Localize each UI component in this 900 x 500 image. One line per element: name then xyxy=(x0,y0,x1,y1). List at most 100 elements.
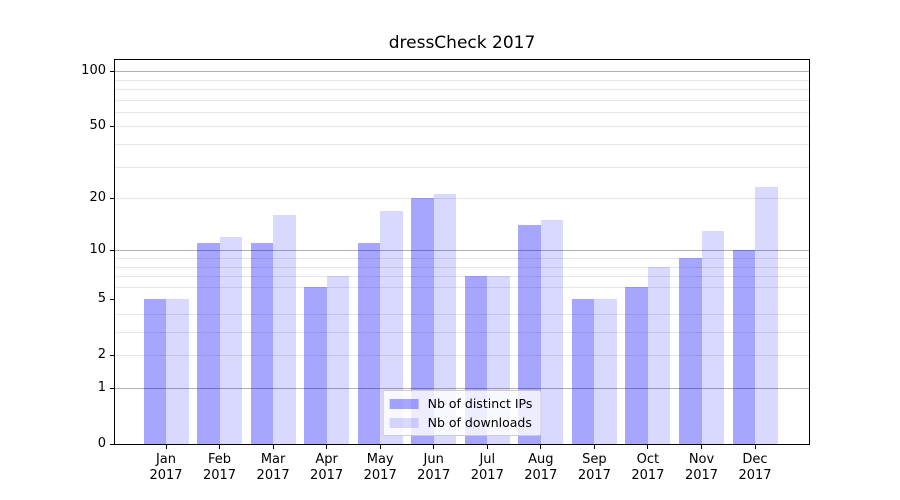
gridline-major xyxy=(115,71,809,73)
x-tick-month: Nov xyxy=(688,452,715,467)
x-tick-label: Sep 2017 xyxy=(562,452,626,483)
gridline-minor xyxy=(115,79,809,81)
x-tick-year: 2017 xyxy=(363,467,397,483)
x-tick-label: Aug 2017 xyxy=(509,452,573,483)
legend-item-distinct-ips: Nb of distinct IPs xyxy=(389,396,533,411)
y-tick-label: 100 xyxy=(81,63,106,79)
x-tick-month: Dec xyxy=(742,452,768,467)
y-tick-mark xyxy=(110,250,114,252)
y-tick-label: 10 xyxy=(89,242,106,258)
plot-area: Nb of distinct IPs Nb of downloads xyxy=(114,59,810,445)
bar-nb-of-distinct-ips-apr xyxy=(304,286,327,444)
x-tick-mark xyxy=(219,445,220,449)
bar-nb-of-downloads-may xyxy=(380,210,403,444)
bar-nb-of-distinct-ips-feb xyxy=(197,243,220,444)
gridline-minor xyxy=(115,99,809,101)
gridline-minor xyxy=(115,266,809,268)
gridline-major xyxy=(115,388,809,389)
x-tick-mark xyxy=(326,445,328,449)
x-tick-year: 2017 xyxy=(470,467,504,483)
y-tick-label: 5 xyxy=(97,291,106,307)
x-tick-mark xyxy=(540,445,542,449)
x-tick-month: Oct xyxy=(636,452,660,467)
x-tick-label: Jan 2017 xyxy=(134,452,198,483)
bar-nb-of-distinct-ips-may xyxy=(357,243,381,444)
x-tick-label: Apr 2017 xyxy=(295,452,359,483)
bar-nb-of-distinct-ips-sep xyxy=(571,299,595,444)
gridline-minor xyxy=(115,314,809,315)
x-tick-mark xyxy=(593,445,595,449)
x-tick-label: Feb 2017 xyxy=(188,452,252,483)
x-tick-year: 2017 xyxy=(524,467,558,483)
gridline-minor xyxy=(115,332,809,333)
gridline-minor xyxy=(115,144,809,145)
bar-nb-of-distinct-ips-jan xyxy=(143,299,166,444)
y-tick-label: 0 xyxy=(97,436,106,451)
x-tick-mark xyxy=(379,445,381,449)
x-tick-year: 2017 xyxy=(417,467,451,483)
x-tick-year: 2017 xyxy=(631,467,665,483)
gridline-minor xyxy=(115,258,809,259)
gridline-minor xyxy=(115,89,809,90)
x-tick-label: Dec 2017 xyxy=(723,452,787,483)
x-tick-month: Jun xyxy=(423,452,444,467)
x-tick-label: Nov 2017 xyxy=(670,452,734,483)
legend-swatch-distinct-ips xyxy=(389,398,419,409)
gridline-minor xyxy=(115,166,809,168)
x-tick-label: Oct 2017 xyxy=(616,452,680,483)
x-tick-year: 2017 xyxy=(577,467,611,483)
gridline-minor xyxy=(115,276,809,277)
bar-nb-of-downloads-apr xyxy=(326,276,350,444)
x-tick-mark xyxy=(272,445,274,449)
x-tick-month: Feb xyxy=(207,452,232,467)
x-tick-month: May xyxy=(366,452,394,467)
legend-swatch-downloads xyxy=(389,417,419,428)
x-tick-month: Jan xyxy=(155,452,177,467)
y-tick-mark xyxy=(110,71,114,73)
bar-nb-of-downloads-nov xyxy=(701,230,724,444)
y-tick-mark xyxy=(110,388,114,389)
legend-label-distinct-ips: Nb of distinct IPs xyxy=(427,396,533,411)
bar-nb-of-distinct-ips-jun xyxy=(411,198,434,444)
bar-nb-of-downloads-aug xyxy=(540,220,564,444)
y-tick-mark xyxy=(110,444,114,445)
x-tick-label: Jun 2017 xyxy=(402,452,466,483)
bar-nb-of-downloads-oct xyxy=(647,266,671,444)
x-tick-month: Jul xyxy=(479,452,496,467)
chart-title: dressCheck 2017 xyxy=(388,33,536,53)
bar-nb-of-distinct-ips-aug xyxy=(518,225,541,444)
x-tick-mark xyxy=(486,445,488,449)
bar-nb-of-distinct-ips-dec xyxy=(732,250,755,444)
bar-nb-of-downloads-mar xyxy=(273,215,296,444)
bar-nb-of-distinct-ips-oct xyxy=(625,286,648,444)
x-tick-year: 2017 xyxy=(149,467,183,483)
x-tick-month: Aug xyxy=(528,452,554,467)
x-tick-year: 2017 xyxy=(202,467,237,483)
bar-nb-of-downloads-jan xyxy=(166,299,189,444)
x-tick-mark xyxy=(647,445,649,449)
bar-nb-of-downloads-dec xyxy=(755,187,778,444)
gridline-minor xyxy=(115,126,809,128)
bar-nb-of-downloads-feb xyxy=(219,236,242,444)
y-tick-mark xyxy=(110,126,114,128)
y-tick-label: 20 xyxy=(89,190,106,206)
y-tick-mark xyxy=(110,198,114,200)
x-tick-label: Mar 2017 xyxy=(241,452,305,483)
x-tick-mark xyxy=(701,445,702,449)
gridline-minor xyxy=(115,286,809,288)
y-tick-mark xyxy=(110,355,114,357)
legend: Nb of distinct IPs Nb of downloads xyxy=(382,390,542,436)
x-tick-year: 2017 xyxy=(256,467,290,483)
x-tick-month: Sep xyxy=(582,452,607,467)
x-tick-mark xyxy=(165,445,167,449)
legend-label-downloads: Nb of downloads xyxy=(427,415,532,430)
bar-nb-of-distinct-ips-nov xyxy=(679,258,702,444)
bar-nb-of-downloads-sep xyxy=(594,299,617,444)
legend-item-downloads: Nb of downloads xyxy=(389,415,533,430)
x-tick-year: 2017 xyxy=(310,467,344,483)
y-tick-label: 1 xyxy=(97,380,106,395)
y-tick-mark xyxy=(110,299,114,301)
y-tick-label: 50 xyxy=(89,118,106,134)
gridline-major xyxy=(115,250,809,252)
